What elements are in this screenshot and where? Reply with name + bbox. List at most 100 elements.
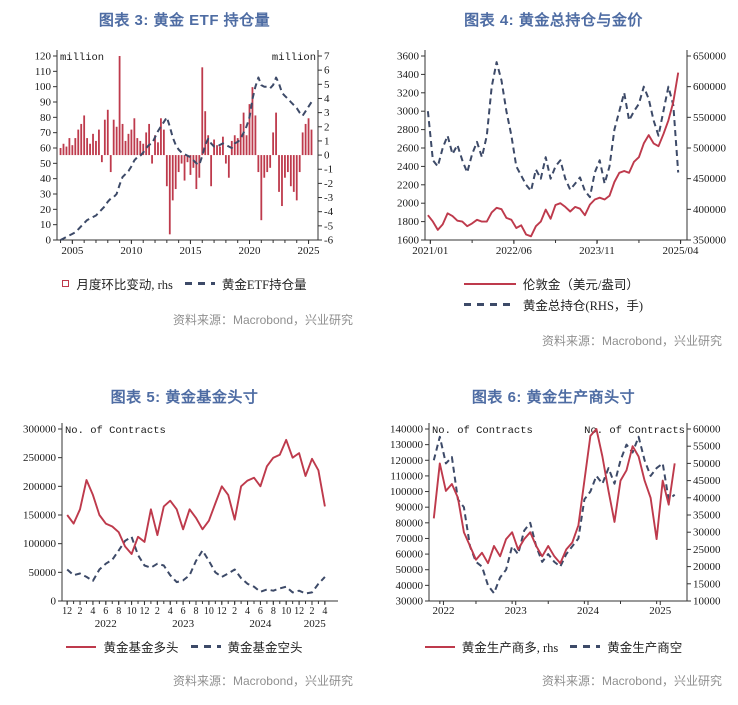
monthly-change-bars-bar (95, 140, 97, 156)
monthly-change-bars-bar (124, 140, 127, 156)
x-tick-label: 2015 (179, 245, 202, 257)
monthly-change-bars-bar (204, 111, 207, 156)
legend-item: 月度环比变动, rhs (62, 274, 173, 293)
x-tick-label: 4 (322, 606, 327, 617)
monthly-change-bars-bar (227, 155, 230, 178)
chart-title-figure3: 图表 3: 黄金 ETF 持仓量 (98, 12, 271, 29)
monthly-change-bars-bar (136, 138, 139, 156)
left-tick-label: 1600 (397, 235, 420, 247)
x-tick-label: 2005 (61, 245, 84, 257)
monthly-change-bars-bar (174, 155, 177, 190)
left-tick-label: 90000 (396, 502, 424, 514)
monthly-change-bars-bar (304, 123, 307, 156)
monthly-change-bars-bar (142, 143, 145, 156)
x-year-label: 2024 (249, 618, 272, 630)
legend-item: 黄金生产商多, rhs (424, 637, 559, 656)
x-tick-label: 2023/11 (579, 245, 615, 257)
left-axis-unit-label: million (60, 52, 104, 64)
x-tick-label: 2 (309, 606, 314, 617)
monthly-change-bars-bar (145, 132, 148, 156)
fund-longs-line (66, 438, 326, 555)
x-tick-label: 4 (90, 606, 95, 617)
monthly-change-bars-bar (115, 126, 118, 156)
left-tick-label: 50 (40, 158, 52, 170)
x-year-label: 2022 (95, 618, 117, 630)
monthly-change-bars-bar (133, 118, 136, 156)
x-tick-label: 12 (62, 606, 72, 617)
monthly-change-bars-bar (98, 129, 100, 156)
left-axis-unit-label: No. of Contracts (432, 425, 533, 437)
right-tick-label: 1 (324, 135, 330, 147)
x-tick-label: 2025 (298, 245, 321, 257)
monthly-change-bars-bar (168, 155, 171, 235)
monthly-change-bars-bar (154, 135, 156, 156)
chart-title-figure5: 图表 5: 黄金基金头寸 (110, 389, 259, 406)
legend-label: 黄金生产商空 (607, 641, 683, 655)
monthly-change-bars-bar (275, 112, 277, 156)
monthly-change-bars-bar (201, 67, 204, 156)
legend-item: 黄金ETF持仓量 (184, 274, 307, 293)
monthly-change-bars-bar (251, 87, 254, 156)
x-tick-label: 12 (217, 606, 227, 617)
x-tick-label: 12 (139, 606, 149, 617)
chart-legend-figure3: 月度环比变动, rhs 黄金ETF持仓量 (0, 274, 369, 293)
monthly-change-bars-bar (62, 143, 65, 156)
chart-panel-gold-producer-positions: 图表 6: 黄金生产商头寸 30000 40000 50000 60000 70000 8… (369, 375, 738, 705)
chart-legend-figure5: 黄金基金多头 黄金基金空头 (0, 637, 369, 656)
monthly-change-bars-bar (266, 155, 269, 173)
monthly-change-bars-bar (171, 155, 174, 201)
x-tick-label: 2023 (505, 605, 527, 617)
left-tick-label: 80000 (396, 517, 424, 529)
monthly-change-bars-bar (224, 155, 227, 164)
monthly-change-bars-bar (195, 155, 198, 190)
chart-legend-figure6: 黄金生产商多, rhs 黄金生产商空 (369, 637, 738, 656)
right-tick-label: -5 (324, 220, 334, 232)
left-tick-label: 200000 (23, 481, 57, 493)
right-tick-label: 55000 (693, 441, 721, 453)
monthly-change-bars-bar (272, 132, 275, 156)
right-tick-label: -2 (324, 178, 333, 190)
left-tick-label: 110000 (390, 470, 423, 482)
monthly-change-bars-bar (310, 129, 313, 156)
monthly-change-bars-bar (260, 155, 263, 221)
right-tick-label: 30000 (693, 527, 721, 539)
monthly-change-bars-bar (219, 146, 221, 156)
source-note-figure6: 资料来源：Macrobond，兴业研究 (541, 674, 722, 688)
monthly-change-bars-bar (177, 155, 180, 173)
monthly-change-bars-bar (103, 119, 106, 156)
monthly-change-bars-bar (257, 155, 260, 173)
monthly-change-bars-bar (148, 123, 151, 156)
left-tick-label: 50000 (396, 564, 424, 576)
monthly-change-bars-bar (157, 142, 159, 156)
x-tick-label: 2025 (649, 605, 672, 617)
legend-label: 黄金生产商多, rhs (461, 641, 559, 655)
right-tick-label: 20000 (693, 561, 721, 573)
monthly-change-bars-bar (100, 155, 103, 163)
monthly-change-bars-bar (236, 138, 239, 156)
fund-shorts-line-path (66, 535, 326, 595)
chart-panel-gold-fund-positions: 图表 5: 黄金基金头寸 0 50000 100000 150000 200000 250… (0, 375, 369, 705)
right-tick-label: 60000 (693, 424, 721, 436)
left-tick-label: 0 (51, 596, 57, 608)
x-tick-label: 8 (271, 606, 276, 617)
left-tick-label: 2800 (397, 124, 420, 136)
x-tick-label: 4 (245, 606, 250, 617)
right-tick-label: 25000 (693, 544, 721, 556)
right-axis-unit-label: million (272, 52, 316, 64)
solid-line-marker-icon (463, 282, 516, 285)
right-tick-label: -6 (324, 235, 334, 247)
monthly-change-bars-bar (301, 132, 304, 156)
left-tick-label: 3200 (397, 87, 420, 99)
left-tick-label: 150000 (23, 510, 57, 522)
dashed-line-marker-icon (190, 645, 221, 648)
x-tick-label: 10 (281, 606, 291, 617)
x-tick-label: 8 (116, 606, 121, 617)
x-tick-label: 2 (78, 606, 83, 617)
london-gold-line-path (427, 72, 680, 238)
monthly-change-bars-bar (92, 133, 94, 156)
monthly-change-bars-bar (68, 138, 71, 156)
right-tick-label: 6 (324, 65, 330, 77)
monthly-change-bars-bar (216, 145, 218, 156)
monthly-change-bars-bar (162, 129, 165, 156)
source-note-figure3: 资料来源：Macrobond，兴业研究 (172, 313, 353, 327)
